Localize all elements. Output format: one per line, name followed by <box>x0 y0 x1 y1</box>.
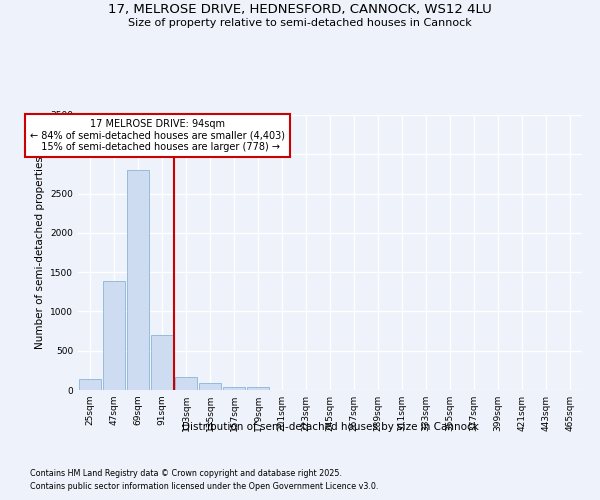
Bar <box>79 379 101 390</box>
Y-axis label: Number of semi-detached properties: Number of semi-detached properties <box>35 156 44 349</box>
Text: 17 MELROSE DRIVE: 94sqm
← 84% of semi-detached houses are smaller (4,403)
  15% : 17 MELROSE DRIVE: 94sqm ← 84% of semi-de… <box>29 119 285 152</box>
Text: Contains public sector information licensed under the Open Government Licence v3: Contains public sector information licen… <box>30 482 379 491</box>
Bar <box>223 387 245 390</box>
Bar <box>247 387 269 390</box>
Text: Distribution of semi-detached houses by size in Cannock: Distribution of semi-detached houses by … <box>182 422 478 432</box>
Bar <box>127 170 149 390</box>
Bar <box>151 335 173 390</box>
Bar <box>199 382 221 390</box>
Text: 17, MELROSE DRIVE, HEDNESFORD, CANNOCK, WS12 4LU: 17, MELROSE DRIVE, HEDNESFORD, CANNOCK, … <box>108 2 492 16</box>
Bar <box>103 281 125 390</box>
Bar <box>175 378 197 390</box>
Text: Contains HM Land Registry data © Crown copyright and database right 2025.: Contains HM Land Registry data © Crown c… <box>30 468 342 477</box>
Text: Size of property relative to semi-detached houses in Cannock: Size of property relative to semi-detach… <box>128 18 472 28</box>
